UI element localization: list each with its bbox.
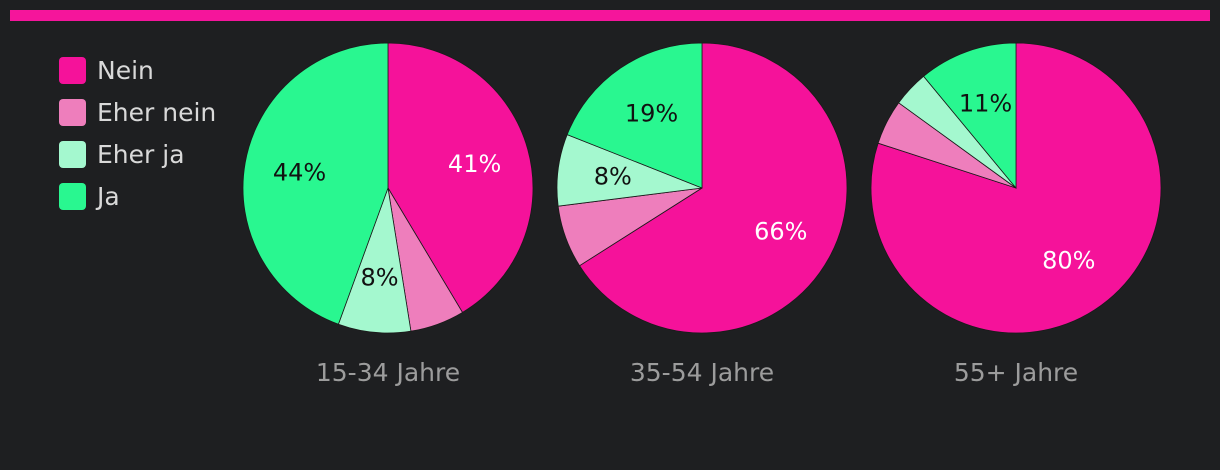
legend-swatch-eher-nein <box>59 99 86 126</box>
legend-label-eher-nein: Eher nein <box>97 98 216 127</box>
labels-15-34: 41% 8% 44% <box>273 150 501 292</box>
legend-label-eher-ja: Eher ja <box>97 140 185 169</box>
legend-swatch-eher-ja <box>59 141 86 168</box>
legend: Nein Eher nein Eher ja Ja <box>59 56 216 211</box>
data-label-35-54-nein: 66% <box>754 217 807 245</box>
slice-35-54-nein[interactable] <box>579 42 848 334</box>
legend-swatch-ja <box>59 183 86 210</box>
legend-item-eher-nein[interactable]: Eher nein <box>59 98 216 127</box>
data-label-15-34-eher-ja: 8% <box>360 264 398 292</box>
labels-35-54: 66% 8% 19% <box>594 100 808 246</box>
legend-item-eher-ja[interactable]: Eher ja <box>59 140 185 169</box>
slices-55plus <box>870 42 1162 334</box>
legend-swatch-nein <box>59 57 86 84</box>
legend-item-nein[interactable]: Nein <box>59 56 154 85</box>
slice-15-34-nein[interactable] <box>387 42 534 313</box>
data-label-55plus-nein: 80% <box>1042 247 1095 275</box>
data-label-35-54-eher-ja: 8% <box>594 163 632 191</box>
pie-35-54: 66% 8% 19% 35-54 Jahre <box>556 42 848 387</box>
legend-label-nein: Nein <box>97 56 154 85</box>
slices-35-54 <box>556 42 848 334</box>
data-label-15-34-nein: 41% <box>448 150 501 178</box>
slice-15-34-ja[interactable] <box>242 42 389 325</box>
legend-item-ja[interactable]: Ja <box>59 182 120 211</box>
legend-label-ja: Ja <box>95 182 120 211</box>
pie-15-34: 41% 8% 44% 15-34 Jahre <box>242 42 534 387</box>
slice-55plus-ja[interactable] <box>923 42 1017 190</box>
slices-15-34 <box>242 42 534 334</box>
category-label-55plus: 55+ Jahre <box>954 358 1078 387</box>
category-label-15-34: 15-34 Jahre <box>316 358 460 387</box>
accent-bar <box>10 10 1210 21</box>
data-label-15-34-ja: 44% <box>273 158 326 186</box>
data-label-55plus-ja: 11% <box>959 89 1012 117</box>
labels-55plus: 80% 11% <box>959 89 1096 274</box>
pie-55plus: 80% 11% 55+ Jahre <box>870 42 1162 387</box>
slice-35-54-ja[interactable] <box>566 42 703 189</box>
category-label-35-54: 35-54 Jahre <box>630 358 774 387</box>
data-label-35-54-ja: 19% <box>625 100 678 128</box>
